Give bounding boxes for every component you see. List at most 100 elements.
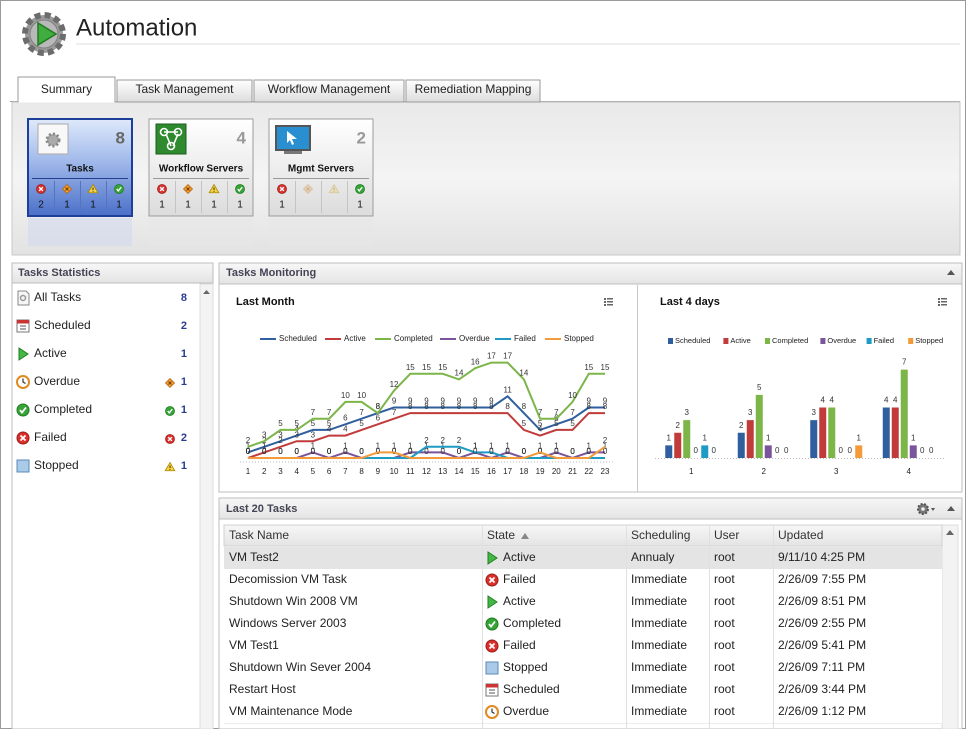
bar	[819, 408, 826, 459]
data-label: 0	[278, 447, 283, 456]
table-cell: Immediate	[631, 660, 687, 674]
stat-label[interactable]: All Tasks	[34, 290, 81, 304]
page-title: Automation	[76, 14, 197, 41]
data-label: 0	[262, 447, 267, 456]
data-label: 8	[587, 402, 592, 411]
stat-label[interactable]: Active	[34, 346, 67, 360]
stat-label[interactable]: Completed	[34, 402, 92, 416]
data-label: 5	[570, 419, 575, 428]
chart-menu-icon[interactable]	[938, 298, 947, 306]
data-label: 15	[422, 363, 431, 372]
data-label: 1	[703, 433, 708, 442]
column-header[interactable]: User	[714, 528, 739, 542]
icon-sq	[486, 662, 498, 674]
data-label: 8	[424, 402, 429, 411]
table-scrollbar[interactable]	[942, 525, 958, 729]
data-label: 2	[457, 436, 462, 445]
data-label: 0	[522, 447, 527, 456]
data-label: 15	[601, 363, 610, 372]
x-tick-label: 9	[376, 467, 381, 476]
table-cell: 2/26/09 7:11 PM	[778, 660, 865, 674]
stat-label[interactable]: Failed	[34, 430, 67, 444]
data-label: 0	[554, 447, 559, 456]
legend-swatch	[867, 338, 872, 344]
legend-label: Active	[730, 336, 750, 345]
tab-label[interactable]: Task Management	[135, 82, 234, 96]
data-label: 8	[505, 402, 510, 411]
data-label: 0	[457, 447, 462, 456]
column-header[interactable]: Task Name	[229, 528, 289, 542]
tile-status-count: 1	[90, 200, 96, 211]
icon-x	[158, 185, 167, 194]
table-cell: 9/11/10 4:25 PM	[778, 550, 865, 564]
data-label: 8	[473, 402, 478, 411]
table-cell: root	[714, 550, 735, 564]
data-label: 1	[376, 441, 381, 450]
legend-swatch	[765, 338, 770, 344]
legend-label: Completed	[772, 336, 808, 345]
chart-menu-icon[interactable]	[604, 298, 613, 306]
data-label: 3	[685, 408, 690, 417]
stat-label[interactable]: Stopped	[34, 458, 79, 472]
icon-stand	[284, 151, 302, 154]
icon-x	[486, 574, 498, 586]
data-label: 1	[911, 433, 916, 442]
x-tick-label: 1	[246, 467, 251, 476]
data-label: 3	[812, 408, 817, 417]
legend-label: Failed	[514, 334, 536, 343]
table-cell: root	[714, 704, 735, 718]
tile-reflection	[149, 218, 253, 246]
data-label: 16	[471, 357, 480, 366]
table-cell: Active	[503, 594, 536, 608]
bar	[901, 370, 908, 458]
data-label: 7	[570, 408, 575, 417]
data-label: 8	[457, 402, 462, 411]
tab-label[interactable]: Summary	[41, 82, 92, 96]
data-label: 8	[376, 402, 381, 411]
data-label: 0	[359, 447, 364, 456]
data-label: 5	[757, 383, 762, 392]
tile-status-count: 1	[159, 200, 165, 211]
x-tick-label: 19	[536, 467, 545, 476]
data-label: 2	[246, 436, 251, 445]
data-label: 14	[455, 369, 464, 378]
data-label: 0	[441, 447, 446, 456]
data-label: 1	[857, 433, 862, 442]
stats-scrollbar[interactable]	[200, 284, 213, 729]
icon-check	[356, 185, 365, 194]
legend-label: Scheduled	[279, 334, 317, 343]
tile-status-count: 1	[185, 200, 191, 211]
x-tick-label: 8	[359, 467, 364, 476]
column-header[interactable]: State	[487, 528, 515, 542]
tab-label[interactable]: Remediation Mapping	[415, 82, 532, 96]
x-tick-label: 4	[907, 467, 912, 476]
tile-status-count: 1	[279, 200, 285, 211]
data-label: 0	[920, 446, 925, 455]
legend-swatch	[820, 338, 825, 344]
tile-reflection	[269, 218, 373, 246]
column-header[interactable]: Updated	[778, 528, 823, 542]
column-header[interactable]: Scheduling	[631, 528, 690, 542]
table-cell: Active	[503, 550, 536, 564]
data-label: 9	[392, 397, 397, 406]
stat-count: 8	[181, 292, 187, 304]
stat-count: 1	[181, 348, 187, 360]
monitoring-panel-header	[219, 263, 962, 284]
data-label: 0	[505, 447, 510, 456]
tasks-panel-header	[219, 498, 962, 519]
table-cell: Decomission VM Task	[229, 572, 348, 586]
legend-label: Active	[344, 334, 366, 343]
stat-label[interactable]: Scheduled	[34, 318, 91, 332]
legend-label: Scheduled	[675, 336, 710, 345]
stat-label[interactable]: Overdue	[34, 374, 80, 388]
data-label: 2	[603, 436, 608, 445]
tab-label[interactable]: Workflow Management	[268, 82, 391, 96]
bar	[892, 408, 899, 459]
data-label: 14	[519, 369, 528, 378]
table-cell: 2/26/09 8:51 PM	[778, 594, 866, 608]
icon-check	[486, 618, 498, 630]
icon-check	[17, 404, 29, 416]
icon-sq	[17, 460, 29, 472]
x-tick-label: 4	[294, 467, 299, 476]
icon-x	[166, 435, 175, 444]
